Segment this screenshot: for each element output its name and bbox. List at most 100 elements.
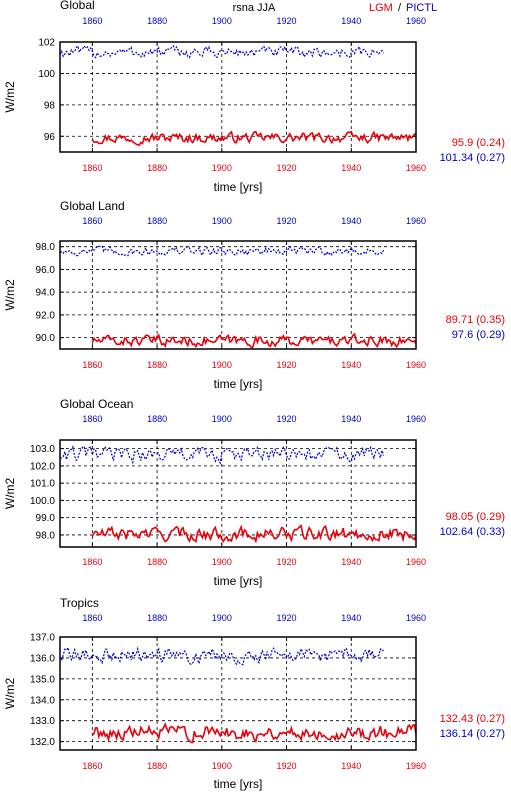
series-pictl-line: [59, 646, 384, 666]
x-tick-label-top: 1860: [82, 216, 102, 226]
x-tick-label: 1900: [212, 360, 232, 370]
legend-lgm-label: LGM: [369, 2, 393, 14]
x-tick-label-top: 1900: [212, 216, 232, 226]
y-tick-label: 103.0: [30, 444, 55, 455]
x-tick-label-top: 1920: [277, 414, 297, 424]
x-tick-label-top: 1860: [82, 414, 102, 424]
y-axis-label: W/m2: [3, 279, 17, 311]
x-tick-label: 1960: [406, 761, 426, 771]
stat-label-lgm: 89.71 (0.35): [446, 314, 505, 326]
y-axis-label: W/m2: [3, 678, 17, 710]
series-pictl-line: [59, 445, 385, 466]
panel-title: Global: [60, 0, 95, 12]
y-tick-label: 136.0: [30, 653, 55, 664]
y-tick-label: 98.0: [36, 530, 56, 541]
y-tick-label: 100.0: [30, 496, 55, 507]
y-tick-label: 98.0: [36, 242, 56, 253]
stat-label-lgm: 95.9 (0.24): [452, 137, 505, 149]
x-tick-label-top: 1880: [147, 613, 167, 623]
stat-label-pictl: 136.14 (0.27): [440, 728, 505, 740]
x-tick-label: 1960: [406, 163, 426, 173]
x-tick-label: 1860: [82, 360, 102, 370]
y-axis-label: W/m2: [3, 81, 17, 113]
y-tick-label: 100: [38, 69, 55, 80]
x-tick-label: 1900: [212, 163, 232, 173]
y-tick-label: 102: [38, 38, 55, 49]
x-tick-label-top: 1900: [212, 16, 232, 26]
x-tick-label-top: 1900: [212, 613, 232, 623]
stat-label-pictl: 102.64 (0.33): [440, 526, 505, 538]
x-tick-label: 1960: [406, 360, 426, 370]
legend-separator: /: [398, 2, 402, 14]
panel-title: Global Land: [60, 199, 125, 213]
x-tick-label: 1880: [147, 360, 167, 370]
y-tick-label: 134.0: [30, 695, 55, 706]
x-tick-label-top: 1880: [147, 16, 167, 26]
x-tick-label-top: 1860: [82, 16, 102, 26]
x-tick-label: 1960: [406, 557, 426, 567]
stat-label-lgm: 98.05 (0.29): [446, 511, 505, 523]
x-tick-label: 1940: [341, 163, 361, 173]
x-tick-label: 1940: [341, 761, 361, 771]
plot-frame: [59, 439, 417, 548]
series-lgm-line: [91, 332, 417, 349]
x-tick-label: 1880: [147, 761, 167, 771]
x-tick-label-top: 1960: [406, 414, 426, 424]
panel-title: Tropics: [60, 596, 99, 610]
x-axis-label: time [yrs]: [214, 180, 263, 194]
x-tick-label: 1860: [82, 761, 102, 771]
y-tick-label: 101.0: [30, 479, 55, 490]
y-tick-label: 102.0: [30, 461, 55, 472]
y-tick-label: 137.0: [30, 633, 55, 644]
x-tick-label-top: 1920: [277, 16, 297, 26]
x-axis-label: time [yrs]: [214, 377, 263, 391]
series-lgm-line: [91, 524, 417, 544]
x-tick-label: 1940: [341, 360, 361, 370]
x-tick-label-top: 1860: [82, 613, 102, 623]
y-tick-label: 132.0: [30, 737, 55, 748]
x-tick-label-top: 1960: [406, 216, 426, 226]
x-tick-label: 1920: [277, 163, 297, 173]
y-tick-label: 96: [44, 132, 56, 143]
plot-frame: [59, 240, 417, 350]
stat-label-lgm: 132.43 (0.27): [440, 713, 505, 725]
plot-frame: [59, 636, 417, 751]
series-lgm-line: [91, 130, 417, 146]
y-tick-label: 94.0: [36, 288, 56, 299]
x-tick-label-top: 1940: [341, 16, 361, 26]
x-axis-label: time [yrs]: [214, 574, 263, 588]
x-tick-label-top: 1940: [341, 216, 361, 226]
legend-pictl-label: PICTL: [406, 2, 437, 14]
x-tick-label: 1880: [147, 557, 167, 567]
x-tick-label: 1900: [212, 761, 232, 771]
x-tick-label: 1920: [277, 557, 297, 567]
x-tick-label: 1860: [82, 557, 102, 567]
x-tick-label-top: 1940: [341, 414, 361, 424]
series-pictl-line: [59, 245, 385, 257]
y-tick-label: 98: [44, 100, 56, 111]
x-tick-label: 1880: [147, 163, 167, 173]
y-tick-label: 133.0: [30, 716, 55, 727]
series-lgm-line: [91, 722, 417, 744]
x-tick-label-top: 1900: [212, 414, 232, 424]
x-tick-label-top: 1940: [341, 613, 361, 623]
x-axis-label: time [yrs]: [214, 777, 263, 791]
stat-label-pictl: 97.6 (0.29): [452, 329, 505, 341]
figure-variable-label: rsna JJA: [233, 2, 276, 14]
x-tick-label: 1940: [341, 557, 361, 567]
x-tick-label: 1900: [212, 557, 232, 567]
x-tick-label-top: 1920: [277, 216, 297, 226]
x-tick-label-top: 1880: [147, 414, 167, 424]
y-tick-label: 96.0: [36, 265, 56, 276]
x-tick-label-top: 1920: [277, 613, 297, 623]
x-tick-label-top: 1960: [406, 16, 426, 26]
y-tick-label: 92.0: [36, 310, 56, 321]
plot-frame: [59, 41, 417, 153]
panel-title: Global Ocean: [60, 397, 133, 411]
x-tick-label-top: 1960: [406, 613, 426, 623]
stat-label-pictl: 101.34 (0.27): [440, 152, 505, 164]
x-tick-label: 1920: [277, 360, 297, 370]
x-tick-label-top: 1880: [147, 216, 167, 226]
x-tick-label: 1920: [277, 761, 297, 771]
